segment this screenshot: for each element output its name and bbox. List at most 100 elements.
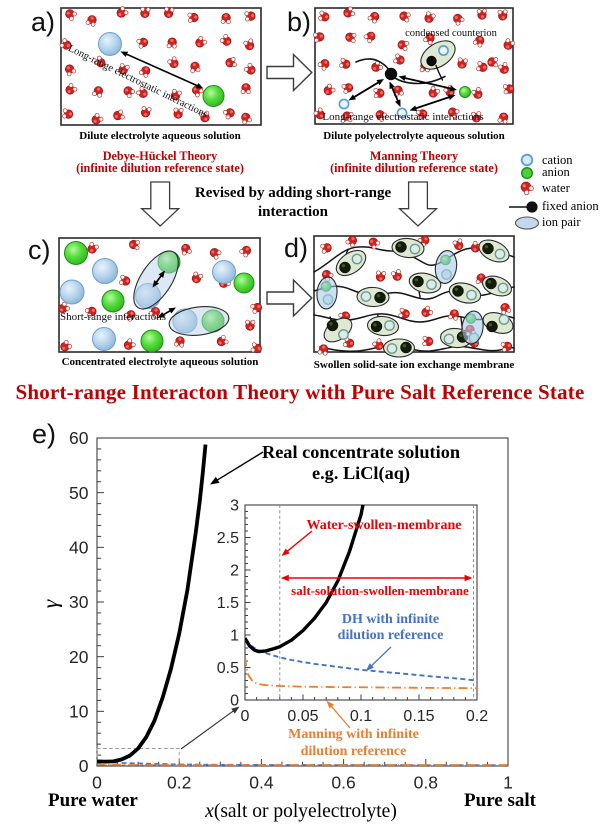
- counterion: [497, 282, 509, 294]
- water-membrane-arrow: [284, 530, 313, 554]
- svg-circle: [398, 313, 404, 318]
- curve-manning: [96, 761, 508, 766]
- svg-circle: [239, 249, 244, 254]
- counterion: [360, 291, 372, 302]
- svg-circle: [325, 15, 329, 19]
- cation: [396, 107, 408, 119]
- water-molecule: [62, 108, 74, 119]
- curve-label-line1: Real concentrate solution: [261, 441, 461, 462]
- svg-circle: [243, 66, 249, 72]
- water-molecule: [141, 106, 152, 118]
- svg-circle: [167, 13, 171, 17]
- svg-circle: [396, 276, 400, 280]
- svg-circle: [429, 34, 433, 38]
- water-molecule: [209, 248, 222, 260]
- svg-circle: [378, 345, 382, 349]
- svg-circle: [62, 346, 66, 350]
- svg-circle: [199, 112, 204, 117]
- interaction-arrow: [351, 80, 381, 100]
- svg-circle: [213, 254, 219, 260]
- interaction-arrow-head: [158, 270, 165, 278]
- svg-circle: [314, 37, 319, 43]
- water-molecule: [85, 15, 97, 27]
- flow-arrow-down-icon: [140, 181, 181, 227]
- svg-circle: [317, 349, 323, 355]
- svg-circle: [367, 38, 372, 44]
- panel-a-caption: Dilute electrolyte aqueous solution: [79, 130, 241, 142]
- svg-circle: [423, 37, 428, 43]
- svg-circle: [371, 244, 377, 250]
- svg-circle: [204, 117, 208, 121]
- svg-circle: [472, 40, 478, 45]
- svg-circle: [320, 114, 324, 118]
- svg-circle: [250, 347, 256, 353]
- svg-circle: [143, 13, 147, 17]
- svg-circle: [373, 88, 379, 93]
- svg-circle: [125, 88, 129, 92]
- svg-circle: [119, 63, 125, 68]
- water-molecule: [170, 88, 182, 101]
- svg-circle: [250, 69, 255, 73]
- svg-circle: [379, 117, 385, 122]
- svg-circle: [503, 69, 507, 73]
- svg-circle: [471, 111, 476, 117]
- svg-circle: [422, 335, 428, 341]
- svg-circle: [393, 58, 398, 64]
- svg-circle: [67, 89, 71, 93]
- counterion: [386, 343, 398, 354]
- water-molecule: [58, 301, 70, 314]
- water-membrane-arrow-head: [281, 548, 290, 556]
- water-molecule: [191, 271, 204, 284]
- svg-circle: [379, 277, 383, 281]
- water-molecule: [123, 310, 136, 322]
- svg-g: [520, 181, 534, 195]
- panel-b-interaction-label: Long-range electrostatic interactions: [322, 111, 484, 123]
- water-molecule: [241, 112, 252, 125]
- svg-circle: [343, 89, 349, 94]
- svg-circle: [90, 22, 96, 27]
- interaction-arrow-head: [447, 94, 456, 100]
- water-molecule: [502, 84, 515, 95]
- svg-circle: [138, 70, 144, 75]
- svg-circle: [402, 344, 407, 348]
- svg-circle: [242, 119, 247, 125]
- water-molecule: [476, 8, 487, 20]
- water-molecule: [399, 11, 411, 23]
- svg-circle: [118, 109, 124, 115]
- y-tick-label: 0: [79, 756, 89, 776]
- ion-pair-ellipse: [316, 276, 338, 310]
- y-tick-label: 30: [69, 592, 89, 612]
- svg-circle: [402, 46, 408, 51]
- svg-circle: [249, 45, 253, 49]
- water-molecule: [472, 35, 485, 48]
- svg-circle: [338, 312, 344, 318]
- water-molecule: [422, 335, 434, 347]
- legend-label: water: [542, 181, 570, 195]
- svg-circle: [341, 84, 347, 89]
- water-molecule: [397, 40, 409, 51]
- svg-circle: [483, 65, 487, 69]
- water-molecule: [500, 303, 512, 315]
- water-molecule: [173, 107, 184, 119]
- inset-x-tick-label: 0.1: [350, 708, 372, 725]
- interaction-arrow-head: [195, 83, 204, 89]
- svg-circle: [125, 279, 130, 283]
- panel-a-theory-sub: (infinite dilution reference state): [76, 161, 244, 175]
- svg-circle: [367, 15, 373, 21]
- svg-circle: [245, 247, 249, 251]
- svg-circle: [493, 57, 499, 62]
- svg-circle: [472, 240, 478, 246]
- svg-circle: [327, 245, 331, 249]
- svg-circle: [62, 108, 68, 114]
- water-molecule: [216, 334, 229, 347]
- water-molecule: [167, 56, 179, 69]
- water-molecule: [220, 13, 231, 24]
- svg-circle: [148, 311, 154, 316]
- svg-circle: [193, 271, 199, 277]
- svg-circle: [381, 271, 387, 276]
- water-molecule: [312, 32, 325, 43]
- anion: [459, 86, 471, 98]
- svg-circle: [475, 279, 481, 285]
- water-molecule: [423, 33, 435, 45]
- svg-circle: [320, 243, 325, 249]
